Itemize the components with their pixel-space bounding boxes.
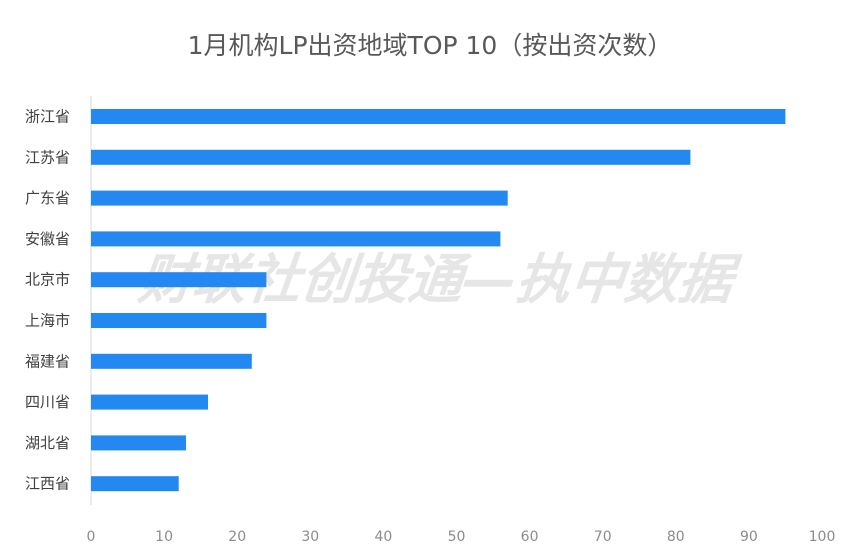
category-label: 四川省 — [25, 393, 70, 411]
bar — [91, 435, 186, 451]
chart-title: 1月机构LP出资地域TOP 10（按出资次数） — [188, 31, 673, 60]
x-tick-label: 0 — [87, 529, 96, 545]
bar — [91, 231, 501, 247]
x-tick-label: 50 — [448, 529, 466, 545]
category-label: 江苏省 — [25, 148, 70, 166]
bar — [91, 109, 786, 124]
x-tick-label: 40 — [374, 529, 392, 545]
category-label: 江西省 — [25, 475, 70, 493]
category-label: 广东省 — [25, 189, 70, 207]
bar — [91, 313, 267, 328]
bar — [91, 149, 691, 165]
category-label: 安徽省 — [25, 230, 70, 248]
bar — [91, 272, 267, 288]
x-tick-label: 20 — [228, 529, 246, 545]
bar — [91, 353, 252, 369]
bar — [91, 394, 208, 410]
x-tick-label: 60 — [521, 529, 539, 545]
category-label: 湖北省 — [25, 434, 70, 452]
x-tick-label: 80 — [667, 529, 685, 545]
bars-layer — [91, 109, 786, 492]
category-label: 福建省 — [25, 352, 70, 370]
category-label: 上海市 — [25, 312, 70, 330]
bar — [91, 190, 508, 206]
x-tick-label: 100 — [809, 529, 836, 545]
category-label: 浙江省 — [25, 108, 70, 126]
x-tick-label: 90 — [740, 529, 758, 545]
x-tick-label: 70 — [594, 529, 612, 545]
x-tick-label: 30 — [301, 529, 319, 545]
x-tick-labels: 0 10 20 30 40 50 60 70 80 90 100 — [87, 529, 836, 545]
category-label: 北京市 — [25, 271, 70, 289]
x-tick-label: 10 — [155, 529, 173, 545]
bar — [91, 476, 179, 492]
